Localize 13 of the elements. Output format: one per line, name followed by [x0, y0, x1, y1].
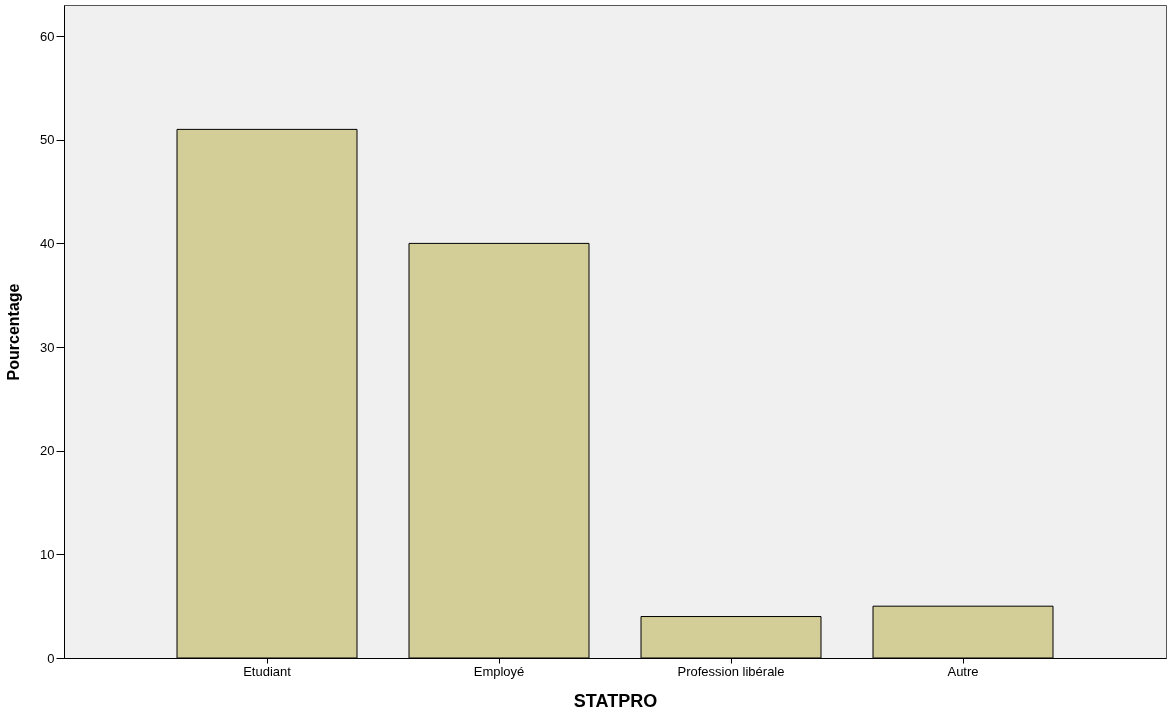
x-tick-label: Employé	[473, 663, 525, 679]
x-tick-label: Etudiant	[243, 663, 292, 679]
y-tick-label: 10	[40, 546, 55, 562]
y-tick-label: 0	[47, 650, 55, 666]
y-tick-label: 60	[40, 28, 55, 44]
x-tick-label: Autre	[947, 663, 979, 679]
x-axis-title: STATPRO	[573, 690, 658, 711]
y-tick-label: 20	[40, 443, 55, 459]
x-tick-label: Profession libérale	[677, 663, 785, 679]
y-tick-label: 40	[40, 235, 55, 251]
y-tick-label: 30	[40, 339, 55, 355]
y-tick-label: 50	[40, 132, 55, 148]
y-axis-title: Pourcentage	[5, 283, 23, 381]
